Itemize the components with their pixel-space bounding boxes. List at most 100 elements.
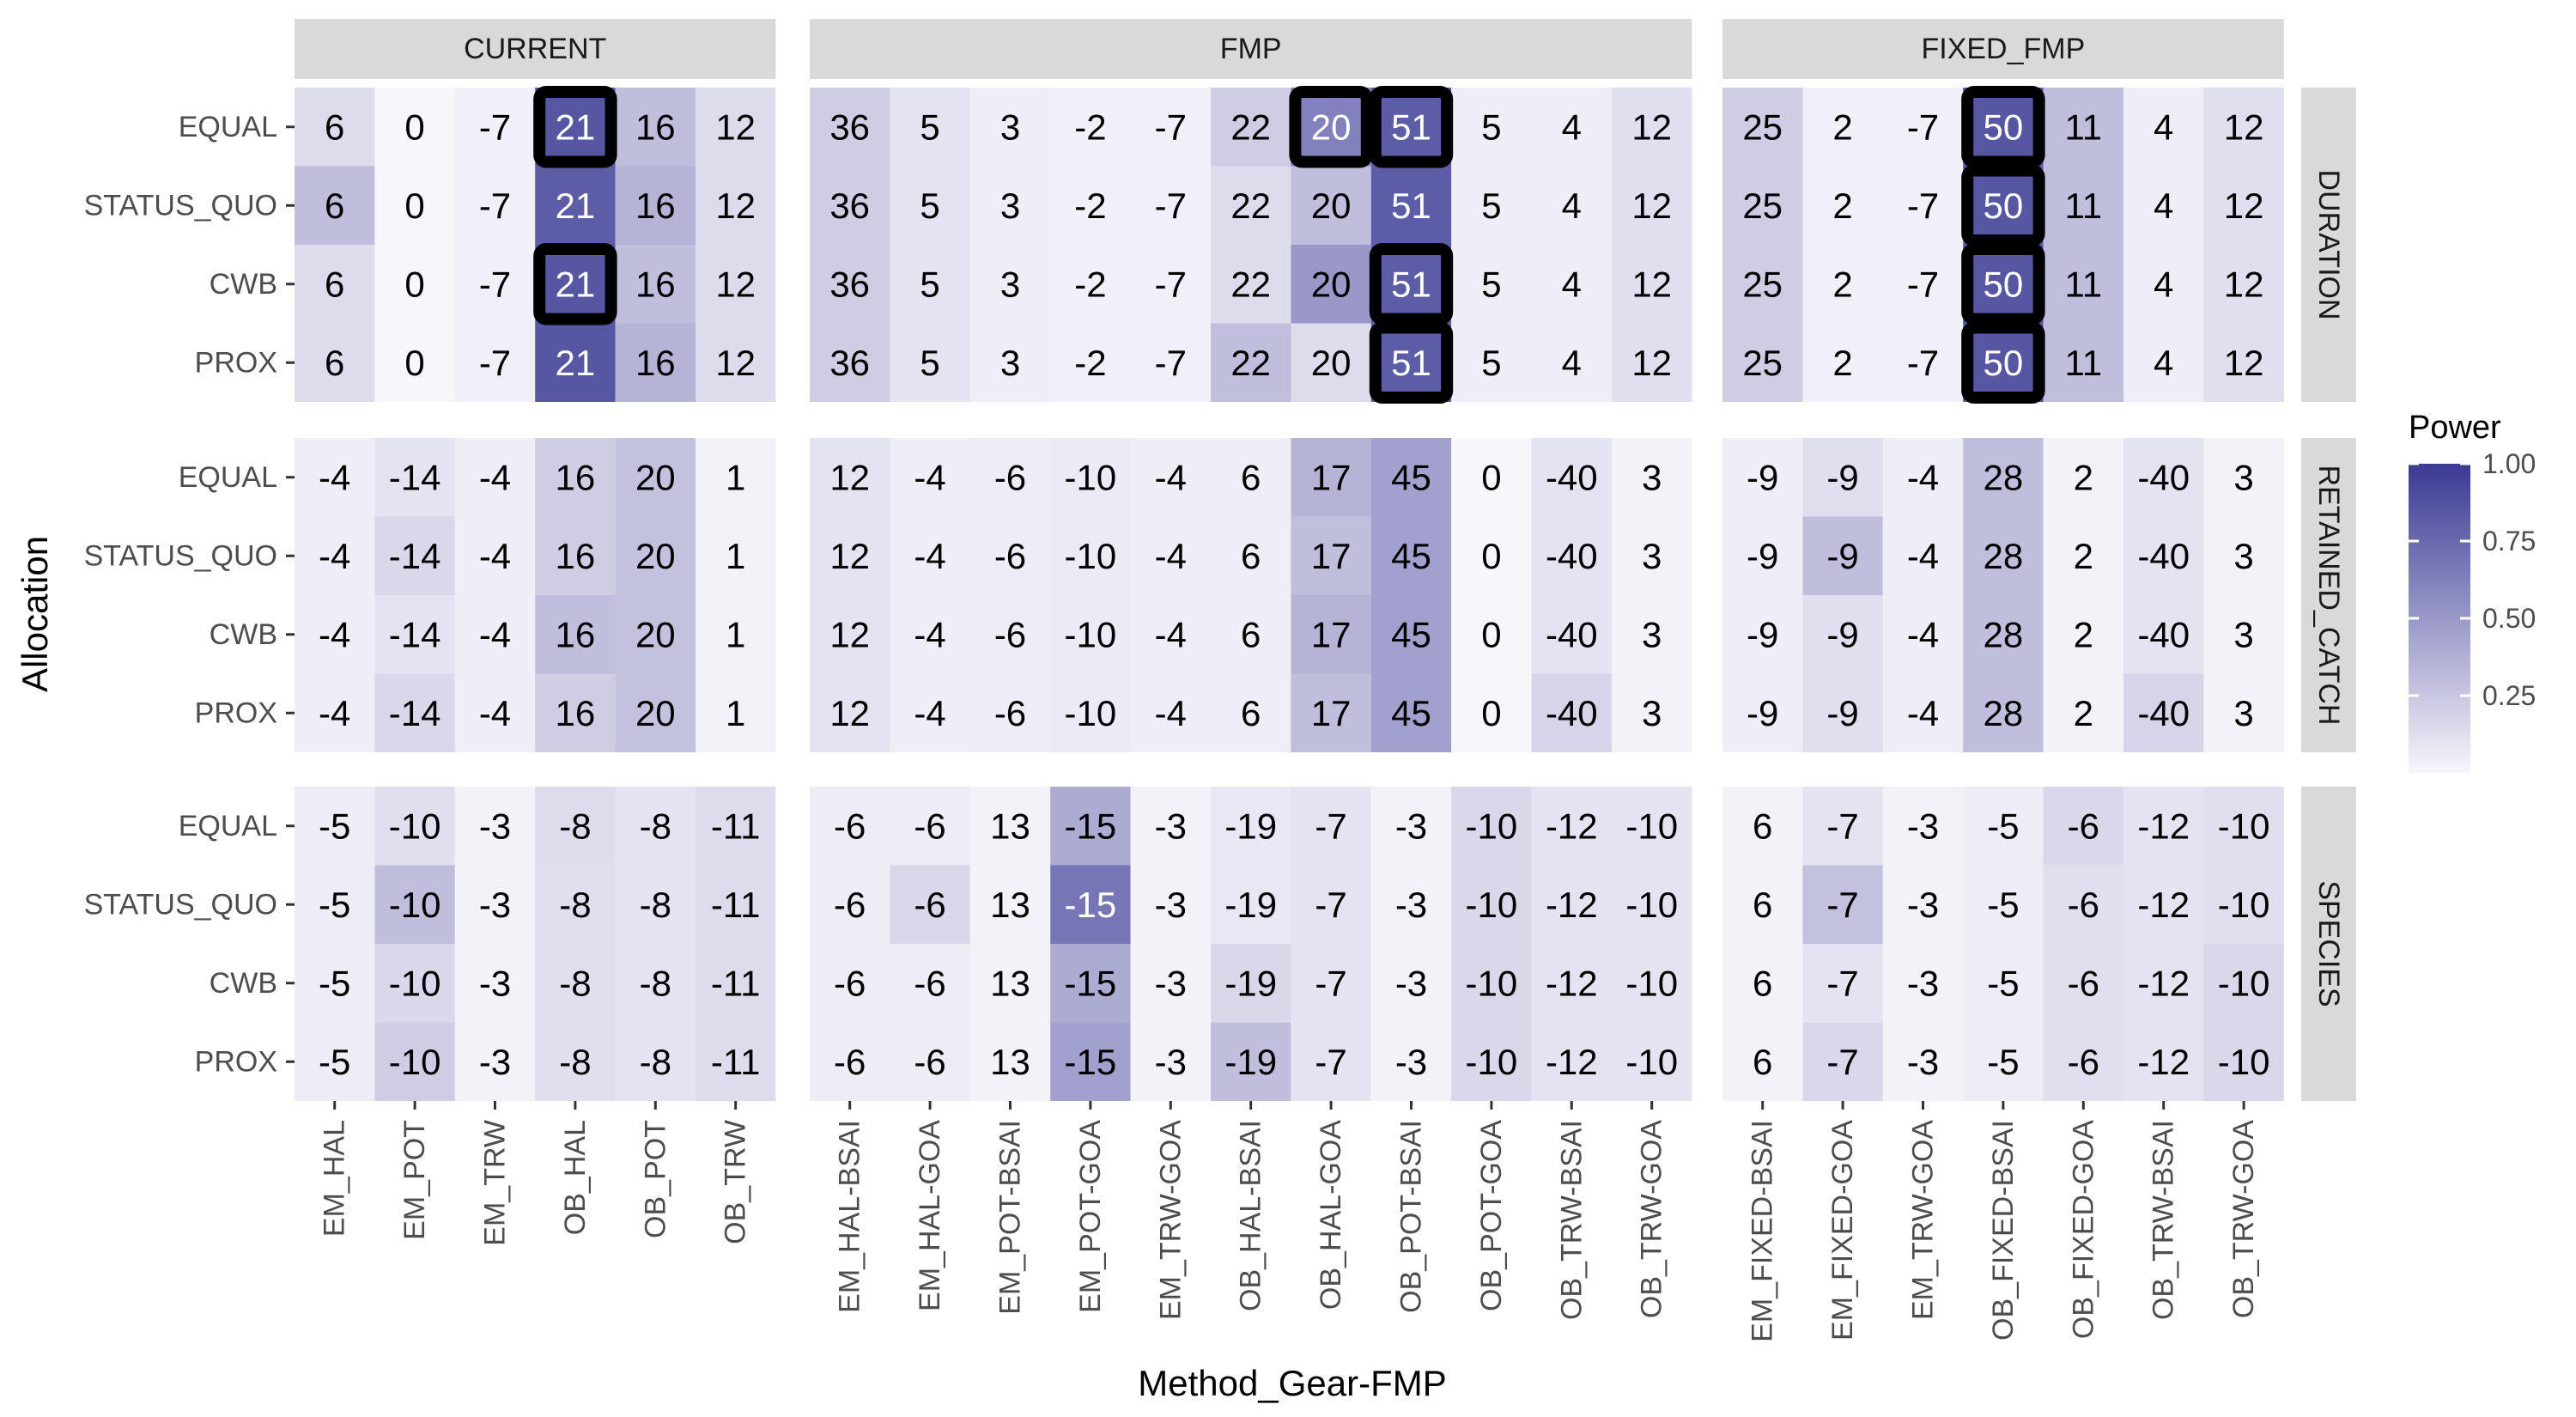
cell-label: 20 [635,693,676,733]
legend: Power 1.00 0.75 0.50 0.25 [2409,410,2536,773]
heatmap-cell [1963,673,2044,752]
cell-label: 0 [404,106,424,147]
heatmap-cell [1963,88,2044,167]
heatmap-cell [1211,865,1291,944]
cell-label: 6 [1753,806,1772,846]
cell-label: 22 [1230,264,1271,304]
cell-label: -6 [834,963,866,1003]
cell-label: -19 [1224,1042,1277,1082]
heatmap-cell [1291,245,1371,324]
cell-label: 2 [1832,185,1852,226]
heatmap-cell [1451,595,1532,674]
heatmap-cell [810,944,890,1023]
cell-label: -3 [1155,806,1187,846]
legend-tick-label: 0.25 [2482,680,2536,711]
cell-label: -4 [1155,693,1187,733]
strip-label: FMP [1220,33,1282,65]
heatmap-cell [1451,1022,1532,1101]
cell-label: -4 [914,536,945,576]
heatmap-cell [535,595,616,674]
cell-label: 5 [920,264,939,304]
highlight-box [1961,321,2045,404]
cell-label: -8 [640,806,671,846]
cell-label: 16 [556,693,596,733]
y-tick-label: EQUAL [179,461,277,494]
cell-label: -5 [319,963,350,1003]
cell-label: -4 [319,614,350,654]
panel-species-fixed-fmp: 6 -7 -3 -5 -6 -12 -106 -7 -3 -5 -6 -12 -106 -7 -3 -5 -6-… [1722,787,2284,1101]
heatmap-cell [1882,323,1964,402]
cell-label: 16 [635,264,676,304]
heatmap-cell [810,516,890,595]
strip-label: FIXED_FMP [1921,33,2085,65]
heatmap-cell [535,166,616,245]
cell-label: -8 [559,806,591,846]
heatmap-cell [2203,245,2284,324]
heatmap-cell [2123,1022,2204,1101]
heatmap-cell [1882,516,1964,595]
x-tick-label: EM_TRW [479,1120,512,1246]
heatmap-cell [454,865,536,944]
cell-label: -12 [1546,885,1598,925]
cell-label: 11 [2064,264,2102,304]
heatmap-cell [295,595,375,674]
heatmap-cell [1612,166,1692,245]
heatmap-cell [615,1022,696,1101]
cell-label: 4 [1562,185,1582,226]
legend-title: Power [2409,410,2501,446]
heatmap-cell [1370,1022,1452,1101]
cell-label: 36 [829,343,870,383]
cell-label: 0 [404,343,424,383]
cell-label: -15 [1065,963,1117,1003]
cell-label: 4 [2154,343,2173,383]
cell-label: 50 [1984,264,2024,304]
cell-label: -6 [834,806,866,846]
strip-label: RETAINED_CATCH [2312,465,2345,726]
heatmap-cell [1050,166,1131,245]
heatmap-cell [1963,438,2044,517]
strip-background [295,19,776,79]
cell-label: -2 [1074,343,1106,383]
highlight-box [533,243,617,325]
cell-label: 3 [1642,693,1662,733]
cell-label: 20 [1311,343,1352,383]
cell-label: -3 [479,885,511,925]
cell-label: 45 [1391,536,1431,576]
heatmap-cell [535,944,616,1023]
panel-retained-catch-fixed-fmp: -9 -9 -4 28 2 -40 3 -9 -9 -4 28 2 -40 3 -9 -9 -4 28 2 -40 3 -… [1722,438,2284,752]
cell-label: 3 [2233,536,2253,576]
cell-label: -4 [914,457,945,497]
heatmap-cell [969,944,1051,1023]
cell-label: -19 [1224,806,1277,846]
heatmap-cell [374,1022,455,1101]
x-tick-label: OB_HAL [559,1120,592,1235]
heatmap-cell [1531,787,1612,866]
heatmap-cell [295,166,375,245]
heatmap-cell [696,595,776,674]
heatmap-cell [1722,595,1803,674]
cell-label: 3 [1000,185,1020,226]
cell-label: 13 [990,885,1030,925]
heatmap-cell [374,865,455,944]
cell-label: 16 [556,457,596,497]
cell-label: -8 [559,885,591,925]
heatmap-cell [615,787,696,866]
heatmap-cell [1050,673,1131,752]
cell-label: -7 [1155,343,1187,383]
heatmap-cell [1370,516,1452,595]
heatmap-cell [1802,1022,1883,1101]
highlight-box [1961,243,2045,325]
heatmap-cell [969,166,1051,245]
heatmap-cell [1612,245,1692,324]
heatmap-cell [374,944,455,1023]
cell-label: -10 [389,963,441,1003]
cell-label: -3 [1395,806,1427,846]
heatmap-cell [2123,323,2204,402]
heatmap-cell [454,516,536,595]
legend-tick-label: 1.00 [2482,448,2536,479]
heatmap-cell [1291,673,1371,752]
heatmap-cell [1451,323,1532,402]
cell-label: -6 [914,885,945,925]
cell-label: 20 [1311,185,1352,226]
cell-label: 17 [1311,536,1352,576]
